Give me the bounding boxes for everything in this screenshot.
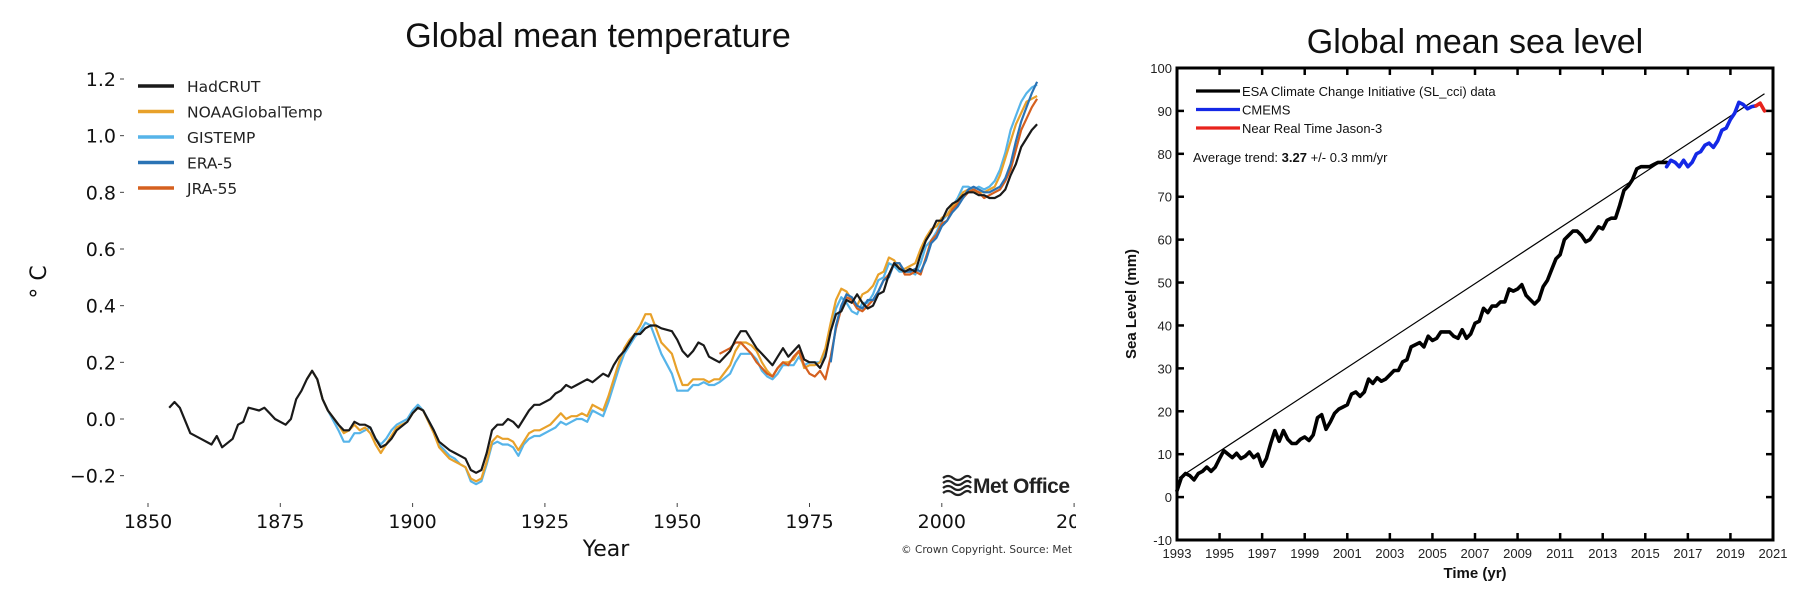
temperature-series-era-5 — [829, 81, 1039, 363]
legend-item-hadcrut: HadCRUT — [138, 78, 261, 96]
met-office-logo: Met Office — [942, 474, 1070, 498]
temperature-chart: Global mean temperature −0.2 0.0 0.2 0.4 0.6… — [27, 17, 1116, 562]
legend-item-near-real-time-jason-3: Near Real Time Jason-3 — [1196, 121, 1382, 136]
sea-level-y-tick-label: 50 — [1158, 276, 1172, 291]
temperature-y-tick-label: 0.6 — [86, 239, 116, 261]
sea-level-x-tick-label: 2009 — [1503, 546, 1532, 561]
sea-level-x-tick-label: 1993 — [1163, 546, 1192, 561]
sea-level-plot-frame — [1175, 66, 1775, 542]
temperature-y-tick-label: 1.0 — [86, 126, 116, 148]
legend-item-cmems: CMEMS — [1196, 103, 1291, 118]
legend-item-esa-climate-change-initiative-sl-cci-data: ESA Climate Change Initiative (SL_cci) d… — [1196, 84, 1496, 99]
sea-level-y-tick-label: 100 — [1150, 61, 1172, 76]
sea-level-y-tick-label: 80 — [1158, 147, 1172, 162]
sea-level-x-tick-label: 2001 — [1333, 546, 1362, 561]
temperature-series-hadcrut — [168, 123, 1038, 474]
sea-level-y-tick-label: 40 — [1158, 318, 1172, 333]
sea-level-series — [1175, 100, 1767, 493]
met-office-brand: Met Office — [973, 475, 1070, 498]
temperature-x-axis-label: Year — [582, 537, 631, 562]
legend-item-era-5: ERA-5 — [138, 155, 233, 173]
temperature-x-tick-label: 1875 — [256, 511, 304, 533]
sea-level-y-tick-label: 70 — [1158, 190, 1172, 205]
legend-label: JRA-55 — [186, 180, 237, 198]
sea-level-chart-title: Global mean sea level — [1307, 23, 1643, 61]
temperature-x-tick-label: 1850 — [124, 511, 172, 533]
temperature-x-tick-label: 2000 — [918, 511, 966, 533]
trend-value: 3.27 — [1282, 150, 1307, 165]
temperature-y-tick-label: 0.8 — [86, 182, 116, 204]
temperature-y-tick-label: 0.0 — [86, 409, 116, 431]
temperature-y-tick-label: 0.4 — [86, 296, 116, 318]
sea-level-y-tick-label: 90 — [1158, 104, 1172, 119]
legend-label: HadCRUT — [187, 78, 261, 96]
temperature-x-tick-label: 1975 — [785, 511, 833, 533]
crop-mask — [1076, 505, 1116, 535]
sea-level-x-tick-label: 2003 — [1375, 546, 1404, 561]
sea-level-x-tick-label: 2015 — [1631, 546, 1660, 561]
copyright-credit: © Crown Copyright. Source: Met — [901, 544, 1072, 556]
sea-level-x-tick-label: 1997 — [1248, 546, 1277, 561]
temperature-series-gistemp — [305, 83, 1038, 486]
sea-level-y-tick-label: 10 — [1158, 447, 1172, 462]
legend-label: ESA Climate Change Initiative (SL_cci) d… — [1242, 84, 1496, 99]
sea-level-legend: ESA Climate Change Initiative (SL_cci) d… — [1196, 84, 1496, 136]
sea-level-x-tick-label: 2011 — [1546, 546, 1574, 561]
legend-item-gistemp: GISTEMP — [138, 129, 255, 147]
legend-label: ERA-5 — [187, 155, 233, 173]
sea-level-series-near-real-time-jason-3 — [1754, 101, 1767, 113]
sea-level-x-tick-label: 2007 — [1461, 546, 1490, 561]
sea-level-x-axis: 1993 1995 1997 1999 2001 2003 2005 2007 2009 2011… — [1163, 68, 1788, 561]
sea-level-y-axis-label: Sea Level (mm) — [1123, 249, 1140, 359]
sea-level-y-tick-label: 0 — [1165, 490, 1172, 505]
met-office-waves-icon — [942, 474, 972, 497]
sea-level-chart: Global mean sea level -10 0 10 20 30 40 50 60 70… — [1123, 23, 1787, 582]
temperature-chart-title: Global mean temperature — [405, 17, 791, 55]
sea-level-y-tick-label: -10 — [1153, 533, 1172, 548]
temperature-y-tick-label: 0.2 — [86, 352, 116, 374]
legend-item-jra-55: JRA-55 — [138, 180, 237, 198]
temperature-x-tick-label: 1925 — [521, 511, 569, 533]
sea-level-y-tick-label: 30 — [1158, 361, 1172, 376]
temperature-y-axis: −0.2 0.0 0.2 0.4 0.6 0.8 1.0 1.2 — [70, 69, 124, 488]
temperature-x-tick-label: 1950 — [653, 511, 701, 533]
sea-level-x-tick-label: 1995 — [1205, 546, 1234, 561]
sea-level-x-axis-label: Time (yr) — [1443, 565, 1506, 582]
sea-level-x-tick-label: 2013 — [1588, 546, 1617, 561]
temperature-series-jra-55 — [718, 98, 1039, 381]
trend-prefix: Average trend: — [1193, 150, 1282, 165]
sea-level-trend-line — [1178, 93, 1765, 479]
legend-label: GISTEMP — [187, 129, 255, 147]
temperature-y-tick-label: 1.2 — [86, 69, 116, 91]
sea-level-y-tick-label: 20 — [1158, 404, 1172, 419]
sea-level-series-esa-climate-change-initiative-sl-cci-data — [1175, 160, 1669, 493]
sea-level-x-tick-label: 1999 — [1290, 546, 1319, 561]
sea-level-x-tick-label: 2021 — [1759, 546, 1788, 561]
legend-label: Near Real Time Jason-3 — [1242, 121, 1382, 136]
sea-level-x-tick-label: 2019 — [1716, 546, 1745, 561]
legend-label: NOAAGlobalTemp — [187, 104, 323, 122]
temperature-y-tick-label: −0.2 — [70, 466, 116, 488]
trend-suffix: +/- 0.3 mm/yr — [1307, 150, 1388, 165]
sea-level-x-tick-label: 2017 — [1673, 546, 1702, 561]
sea-level-x-tick-label: 2005 — [1418, 546, 1447, 561]
temperature-series — [168, 81, 1039, 486]
sea-level-series-cmems — [1664, 100, 1758, 169]
average-trend-annotation: Average trend: 3.27 +/- 0.3 mm/yr — [1193, 150, 1388, 165]
temperature-y-axis-label: ° C — [27, 265, 52, 298]
sea-level-y-tick-label: 60 — [1158, 233, 1172, 248]
legend-label: CMEMS — [1242, 103, 1291, 118]
temperature-x-axis: 1850 1875 1900 1925 1950 1975 2000 202 — [124, 503, 1116, 535]
temperature-series-noaaglobaltemp — [305, 95, 1038, 483]
temperature-legend: HadCRUT NOAAGlobalTemp GISTEMP ERA-5 JRA-55 — [138, 78, 323, 198]
temperature-x-tick-label: 1900 — [388, 511, 436, 533]
legend-item-noaaglobaltemp: NOAAGlobalTemp — [138, 104, 323, 122]
sea-level-y-axis: -10 0 10 20 30 40 50 60 70 80 90 100 — [1150, 61, 1773, 548]
